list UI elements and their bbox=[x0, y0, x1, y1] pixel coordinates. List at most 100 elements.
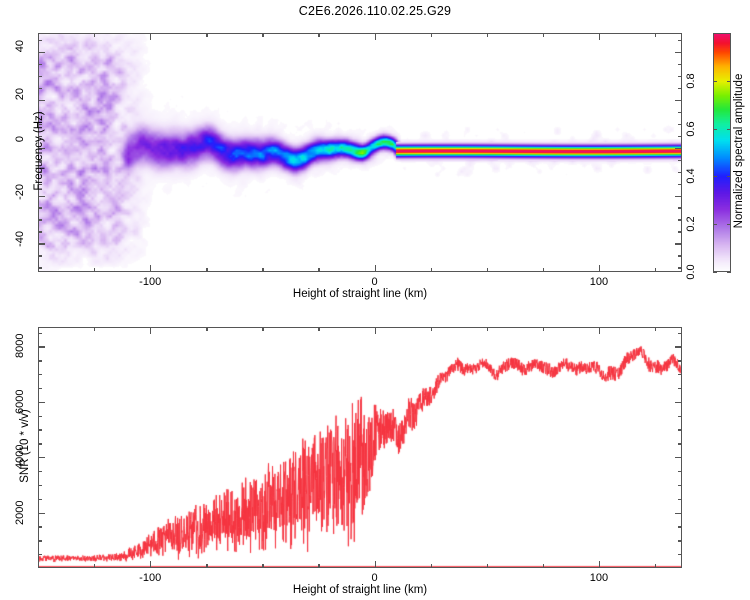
snr-tick bbox=[38, 401, 45, 404]
snr-tick bbox=[598, 561, 601, 568]
spectrogram-tick bbox=[678, 207, 682, 209]
spectrogram-tick bbox=[38, 40, 42, 42]
snr-tick bbox=[38, 443, 42, 445]
spectrogram-tick bbox=[38, 231, 42, 233]
spectrogram-tick bbox=[94, 33, 96, 37]
spectrogram-tick bbox=[38, 33, 40, 37]
spectrogram-tick bbox=[678, 135, 682, 138]
colorbar-tick-label: 0.0 bbox=[685, 264, 697, 280]
colorbar-gradient bbox=[713, 33, 731, 272]
snr-tick bbox=[38, 327, 40, 331]
snr-tick bbox=[94, 564, 96, 568]
spectrogram-tick bbox=[38, 267, 42, 269]
snr-tick-label: 8000 bbox=[14, 333, 26, 359]
snr-tick bbox=[678, 387, 682, 390]
spectrogram-tick bbox=[430, 268, 432, 272]
snr-tick bbox=[38, 526, 42, 528]
snr-tick bbox=[374, 561, 376, 568]
snr-tick bbox=[678, 471, 682, 473]
snr-tick bbox=[678, 526, 682, 528]
spectrogram-tick-label: 0 bbox=[14, 135, 26, 142]
spectrogram-tick bbox=[675, 195, 682, 197]
snr-plot bbox=[38, 327, 682, 568]
snr-tick bbox=[542, 564, 545, 568]
spectrogram-tick bbox=[678, 255, 682, 257]
spectrogram-tick bbox=[38, 207, 42, 209]
colorbar-tick bbox=[713, 272, 717, 273]
spectrogram-tick bbox=[94, 268, 96, 272]
snr-tick-label: 100 bbox=[589, 572, 609, 584]
spectrogram-tick bbox=[38, 171, 42, 173]
spectrogram-tick bbox=[430, 33, 432, 37]
spectrogram-tick bbox=[678, 219, 682, 221]
spectrogram-tick bbox=[598, 265, 601, 272]
snr-tick-label: -100 bbox=[139, 572, 162, 584]
spectrogram-tick bbox=[486, 33, 489, 37]
colorbar-tick bbox=[727, 80, 731, 82]
snr-tick bbox=[150, 561, 152, 568]
snr-tick bbox=[262, 564, 264, 568]
spectrogram-tick bbox=[150, 265, 152, 272]
colorbar bbox=[713, 33, 731, 272]
snr-tick bbox=[678, 554, 682, 556]
spectrogram-tick bbox=[678, 87, 682, 90]
snr-tick bbox=[206, 564, 208, 568]
spectrogram-tick bbox=[262, 33, 264, 37]
spectrogram-tick bbox=[38, 76, 42, 78]
spectrogram-tick bbox=[38, 159, 42, 161]
spectrogram-tick bbox=[675, 243, 682, 245]
spectrogram-tick bbox=[38, 183, 42, 185]
colorbar-tick-label: 0.4 bbox=[685, 168, 697, 185]
colorbar-tick bbox=[727, 176, 731, 178]
spectrogram-tick bbox=[38, 87, 42, 90]
spectrogram-tick-label: -20 bbox=[14, 183, 26, 200]
snr-tick bbox=[678, 443, 682, 445]
spectrogram-tick bbox=[38, 52, 45, 54]
snr-tick bbox=[38, 540, 42, 542]
spectrogram-tick bbox=[655, 268, 657, 272]
spectrogram-tick bbox=[678, 183, 682, 185]
snr-tick bbox=[38, 564, 40, 568]
spectrogram-tick bbox=[38, 111, 42, 114]
spectrogram-tick bbox=[678, 231, 682, 233]
snr-tick bbox=[38, 346, 45, 348]
colorbar-tick bbox=[713, 80, 717, 82]
snr-tick bbox=[675, 401, 682, 404]
spectrogram-tick-label: -100 bbox=[139, 276, 162, 288]
snr-tick bbox=[678, 484, 682, 487]
spectrogram-tick bbox=[678, 267, 682, 269]
spectrogram-tick bbox=[38, 99, 45, 102]
snr-tick bbox=[318, 564, 320, 568]
snr-tick bbox=[486, 327, 489, 331]
colorbar-tick bbox=[727, 128, 731, 130]
spectrogram-tick bbox=[318, 268, 320, 272]
snr-tick bbox=[678, 374, 682, 376]
snr-tick bbox=[678, 360, 682, 362]
snr-tick bbox=[678, 332, 682, 334]
spectrogram-tick bbox=[318, 33, 320, 37]
spectrogram-tick bbox=[678, 111, 682, 114]
spectrogram-tick bbox=[675, 147, 682, 150]
spectrogram-tick bbox=[678, 171, 682, 173]
colorbar-tick bbox=[727, 224, 731, 226]
snr-tick bbox=[675, 512, 682, 514]
spectrogram-tick bbox=[678, 123, 682, 126]
colorbar-tick-label: 0.8 bbox=[685, 73, 697, 89]
snr-tick bbox=[675, 346, 682, 348]
snr-tick bbox=[38, 457, 45, 459]
spectrogram-tick bbox=[38, 255, 42, 257]
spectrogram-tick bbox=[38, 268, 40, 272]
spectrogram-tick bbox=[206, 268, 208, 272]
spectrogram-tick bbox=[150, 33, 152, 40]
snr-x-axis-title: Height of straight line (km) bbox=[292, 584, 428, 596]
colorbar-tick bbox=[713, 176, 717, 178]
snr-tick bbox=[675, 457, 682, 459]
snr-tick bbox=[542, 327, 545, 331]
snr-tick bbox=[655, 564, 657, 568]
snr-tick bbox=[430, 564, 432, 568]
colorbar-tick bbox=[727, 272, 731, 273]
snr-tick bbox=[318, 327, 320, 331]
snr-tick bbox=[655, 327, 657, 331]
snr-tick bbox=[38, 332, 42, 334]
